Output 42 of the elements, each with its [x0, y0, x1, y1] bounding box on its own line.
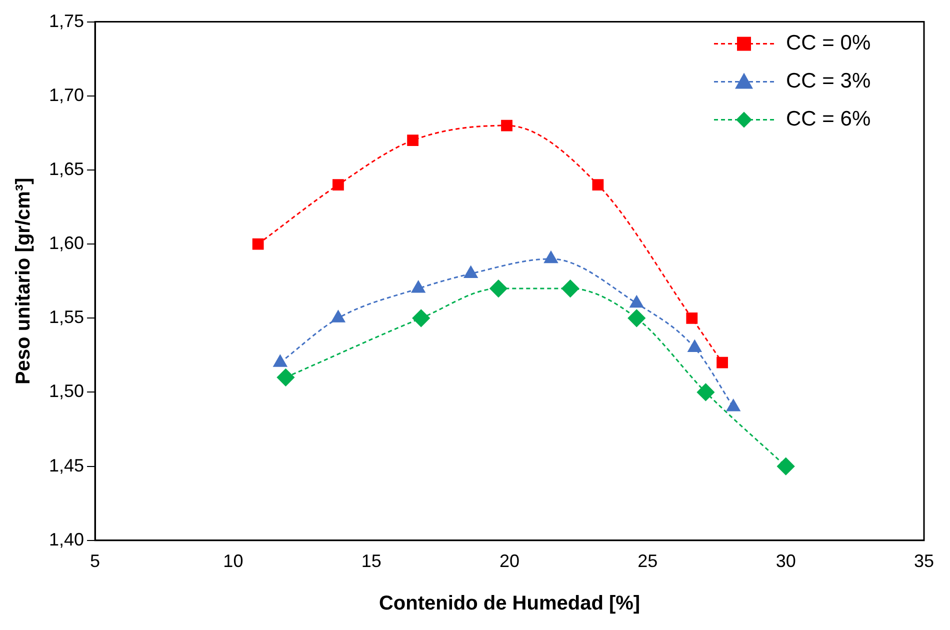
point: [273, 354, 287, 367]
x-tick-label: 10: [223, 551, 244, 572]
y-tick-label: 1,65: [48, 158, 84, 179]
x-tick-label: 15: [361, 551, 382, 572]
point: [686, 312, 698, 324]
point: [252, 238, 264, 250]
point: [331, 310, 346, 322]
y-axis-title: Peso unitario [gr/cm³]: [12, 178, 35, 384]
legend-label: CC = 3%: [786, 70, 871, 93]
legend-label: CC = 6%: [786, 108, 871, 131]
legend-label: CC = 0%: [786, 32, 871, 55]
point: [276, 368, 294, 386]
point: [412, 280, 426, 293]
point: [407, 134, 419, 146]
x-tick-label: 25: [638, 551, 658, 572]
x-tick-label: 30: [776, 551, 796, 572]
y-tick-label: 1,60: [48, 233, 84, 254]
x-tick-label: 20: [500, 551, 520, 572]
point: [544, 251, 558, 264]
point: [726, 399, 740, 412]
y-tick-label: 1,70: [48, 84, 84, 105]
x-tick-label: 5: [90, 551, 100, 572]
point: [332, 179, 344, 190]
y-tick-label: 1,45: [48, 455, 84, 476]
point: [490, 280, 508, 298]
point: [628, 309, 646, 327]
x-axis-title: Contenido de Humedad [%]: [378, 592, 640, 615]
y-tick-label: 1,50: [48, 381, 84, 402]
y-tick-label: 1,40: [48, 529, 84, 550]
point: [412, 309, 430, 327]
point: [688, 340, 702, 352]
point: [630, 296, 644, 308]
point: [562, 280, 580, 298]
x-tick-label: 35: [914, 551, 934, 572]
point: [501, 120, 512, 132]
y-tick-label: 1,55: [48, 307, 84, 328]
point: [464, 266, 478, 278]
point: [696, 383, 714, 401]
point: [592, 179, 604, 190]
point: [777, 458, 795, 476]
point: [716, 356, 728, 368]
y-tick-label: 1,75: [48, 10, 84, 31]
